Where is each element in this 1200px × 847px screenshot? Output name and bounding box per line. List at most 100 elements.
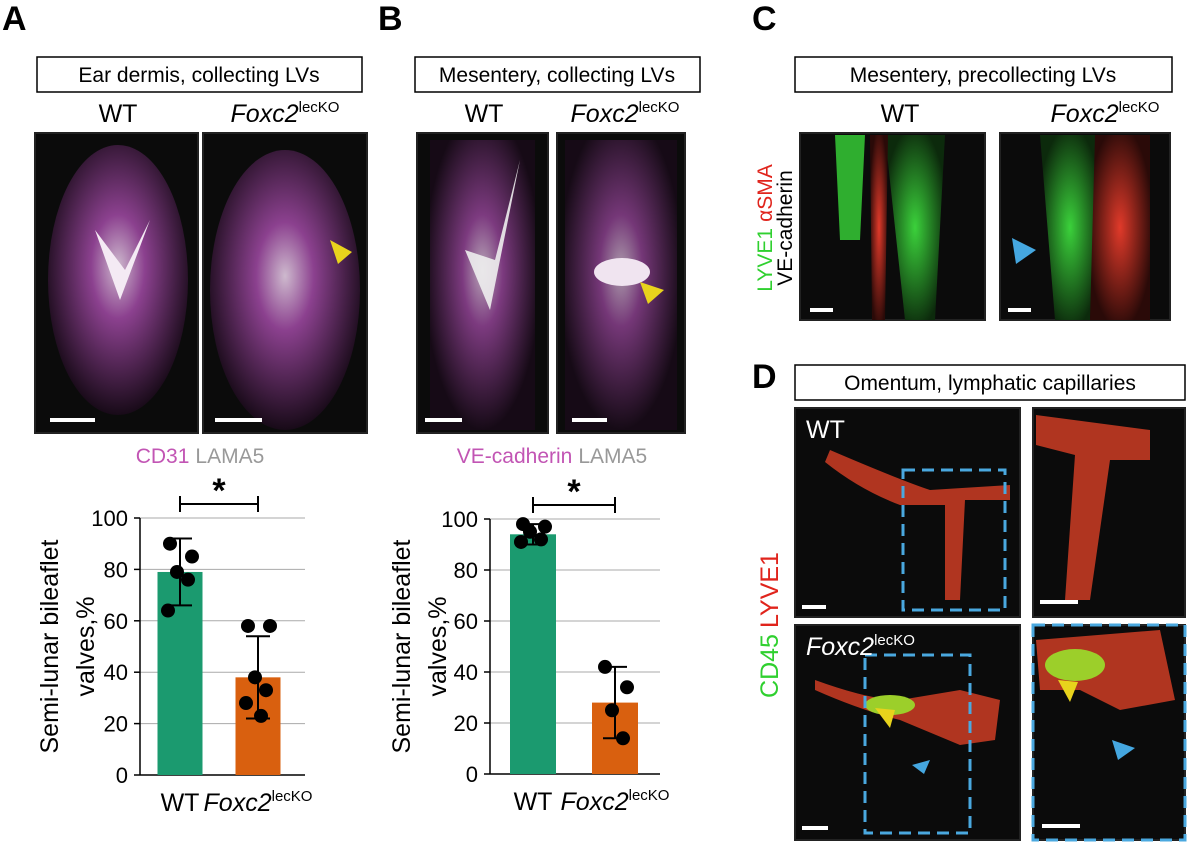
zoom-box — [863, 653, 972, 835]
data-point — [598, 659, 612, 674]
data-point — [239, 696, 253, 711]
vessel — [210, 150, 360, 430]
vessel — [1036, 415, 1150, 600]
vessel — [1090, 135, 1150, 320]
stain-label: VE-cadherin — [774, 170, 797, 286]
stain-label: LYVE1 αSMA — [754, 164, 777, 291]
title-box — [414, 56, 701, 93]
stain-label: CD45 LYVE1 — [756, 552, 784, 698]
x-tick-label: Foxc2lecKO — [561, 787, 670, 816]
arrowhead — [640, 282, 664, 304]
micrograph — [794, 407, 1021, 618]
zoom-box — [1031, 623, 1187, 842]
category: Foxc2 — [204, 789, 272, 817]
arrowhead — [330, 240, 352, 264]
data-point — [514, 534, 528, 549]
vessel — [815, 680, 1000, 745]
panel-title: Ear dermis, collecting LVs — [78, 64, 319, 87]
title-box — [794, 56, 1173, 93]
data-point — [254, 708, 268, 723]
title-box — [794, 364, 1186, 401]
data-point — [259, 683, 273, 698]
valve — [594, 258, 650, 286]
superscript: lecKO — [639, 99, 680, 116]
superscript: lecKO — [272, 788, 313, 805]
column-label: Foxc2lecKO — [1051, 99, 1160, 128]
gene: Foxc2 — [231, 100, 299, 128]
panel-title: Omentum, lymphatic capillaries — [844, 372, 1136, 395]
panel-title: Mesentery, collecting LVs — [439, 64, 675, 87]
data-point — [181, 572, 195, 587]
x-tick-label: WT — [514, 788, 553, 816]
column-label: WT — [465, 100, 504, 128]
arrowhead — [1012, 238, 1036, 264]
arrowhead — [1112, 740, 1135, 760]
y-tick-label: 0 — [116, 763, 128, 788]
y-axis-label: Semi-lunar bileaflet — [36, 539, 64, 753]
stain: LAMA5 — [578, 445, 647, 468]
data-point — [248, 670, 262, 685]
data-point — [163, 536, 177, 551]
data-point — [616, 731, 630, 746]
panel-label: A — [2, 0, 27, 38]
panel-label: C — [752, 0, 777, 38]
category: Foxc2 — [561, 788, 629, 816]
y-tick-label: 0 — [466, 762, 478, 787]
y-tick-label: 100 — [91, 506, 128, 531]
y-tick-label: 80 — [104, 557, 128, 582]
in-image-label: WT — [806, 416, 845, 444]
column-label: WT — [881, 100, 920, 128]
vessel — [885, 135, 945, 320]
data-point — [538, 519, 552, 534]
arrowhead — [875, 708, 895, 728]
y-axis-label: valves,% — [72, 596, 100, 696]
x-tick-label: WT — [161, 789, 200, 817]
data-point — [161, 603, 175, 618]
arrowhead — [1058, 680, 1078, 702]
cell-cluster — [1045, 649, 1105, 681]
superscript: lecKO — [299, 99, 340, 116]
gene: Foxc2 — [571, 100, 639, 128]
stain: VE-cadherin — [457, 445, 573, 468]
category: WT — [514, 788, 553, 816]
data-point — [534, 532, 548, 547]
stain: CD45 — [756, 634, 784, 698]
data-point — [523, 524, 537, 539]
superscript: lecKO — [874, 632, 915, 649]
title-box — [36, 56, 363, 93]
valve — [465, 160, 520, 310]
data-point — [620, 680, 634, 695]
superscript: lecKO — [629, 787, 670, 804]
y-axis-label: valves,% — [424, 596, 452, 696]
data-point — [170, 564, 184, 579]
significance-label: * — [567, 473, 581, 511]
y-tick-label: 40 — [104, 660, 128, 685]
y-tick-label: 60 — [454, 609, 478, 634]
superscript: lecKO — [1119, 99, 1160, 116]
stain: CD31 — [136, 445, 190, 468]
stain: αSMA — [754, 164, 777, 222]
data-point — [605, 703, 619, 718]
y-tick-label: 80 — [454, 558, 478, 583]
category: WT — [161, 789, 200, 817]
y-tick-label: 20 — [104, 712, 128, 737]
zoom-box — [901, 468, 1007, 612]
stain: LYVE1 — [756, 552, 784, 628]
column-label: WT — [99, 100, 138, 128]
panel-label: D — [752, 358, 777, 396]
gene: Foxc2 — [806, 633, 874, 661]
column-label: Foxc2lecKO — [571, 99, 680, 128]
y-axis-label: Semi-lunar bileaflet — [388, 539, 416, 753]
in-image-label: Foxc2lecKO — [806, 632, 915, 661]
y-tick-label: 40 — [454, 660, 478, 685]
vessel — [825, 450, 1010, 600]
data-point — [263, 618, 277, 633]
stain: LAMA5 — [195, 445, 264, 468]
data-point — [185, 549, 199, 564]
column-label: Foxc2lecKO — [231, 99, 340, 128]
data-point — [241, 618, 255, 633]
gene: Foxc2 — [1051, 100, 1119, 128]
y-tick-label: 100 — [441, 507, 478, 532]
vessel — [1040, 135, 1100, 320]
